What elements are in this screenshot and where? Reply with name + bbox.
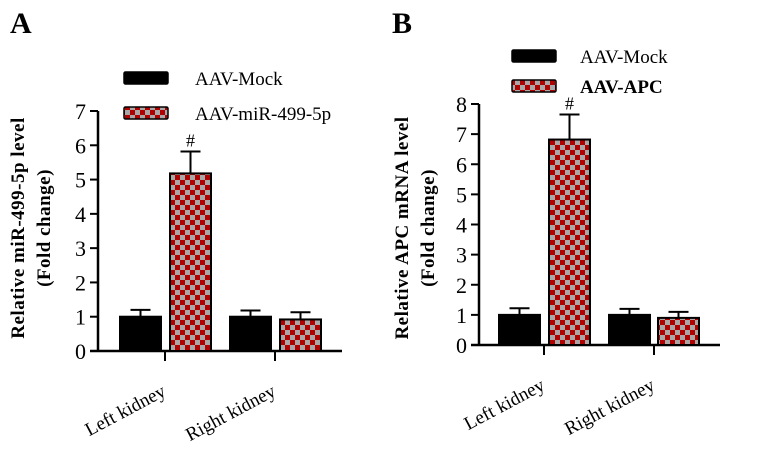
y-axis-label-units: (Fold change)	[34, 169, 55, 287]
significance-marker: #	[565, 94, 574, 114]
legend-swatch	[511, 79, 557, 93]
y-tick-label: 4	[75, 202, 86, 227]
x-category-label: Left kidney	[461, 375, 549, 435]
y-tick-label: 2	[456, 273, 467, 298]
bar-aav-mock-left-kidney	[498, 313, 541, 346]
y-tick-label: 6	[75, 133, 86, 158]
y-tick-label: 3	[75, 236, 86, 261]
legend-swatch	[123, 71, 169, 85]
legend-swatch	[123, 106, 169, 120]
y-tick-label: 5	[75, 168, 86, 193]
y-tick-label: 3	[456, 243, 467, 268]
y-tick-label: 0	[456, 333, 467, 358]
legend-label: AAV-miR-499-5p	[195, 104, 331, 125]
y-tick-label: 1	[75, 305, 86, 330]
x-category-label: Right kidney	[561, 375, 658, 440]
y-axis-label: Relative APC mRNA level	[392, 116, 413, 339]
bar-aav-mock-right-kidney	[608, 313, 651, 346]
panel-letter: A	[10, 7, 32, 40]
bar-aav-mock-right-kidney	[229, 315, 272, 353]
y-tick-label: 5	[456, 182, 467, 207]
panel-letter: B	[392, 7, 412, 40]
y-tick-label: 4	[456, 213, 467, 238]
y-tick-label: 0	[75, 339, 86, 364]
y-tick-label: 1	[456, 303, 467, 328]
legend-label: AAV-APC	[580, 77, 663, 98]
legend-swatch	[511, 49, 557, 63]
bar-aav-apc-left-kidney	[548, 138, 591, 346]
y-tick-label: 7	[456, 122, 467, 147]
legend-label: AAV-Mock	[195, 69, 283, 90]
bar-aav-mir-499-5p-right-kidney	[279, 318, 322, 353]
y-axis-label-units: (Fold change)	[418, 169, 439, 287]
y-tick-label: 6	[456, 152, 467, 177]
x-category-label: Left kidney	[82, 381, 170, 441]
y-axis-label: Relative miR-499-5p level	[8, 117, 29, 338]
y-tick-label: 2	[75, 270, 86, 295]
significance-marker: #	[186, 130, 195, 150]
y-tick-label: 8	[456, 92, 467, 117]
bar-aav-mir-499-5p-left-kidney	[169, 172, 212, 352]
x-category-label: Right kidney	[182, 381, 279, 446]
panel-a: A 0 1 2 3 4 5 6 7 Relative miR-499-5p level (Fold …	[8, 7, 342, 446]
legend-label: AAV-Mock	[580, 47, 668, 68]
y-tick-label: 7	[75, 99, 86, 124]
bar-aav-apc-right-kidney	[657, 316, 700, 347]
bar-aav-mock-left-kidney	[119, 315, 162, 353]
panel-b: B 0 1 2 3 4 5 6 7 8 Relative APC mRNA level (Fold c…	[392, 7, 720, 440]
